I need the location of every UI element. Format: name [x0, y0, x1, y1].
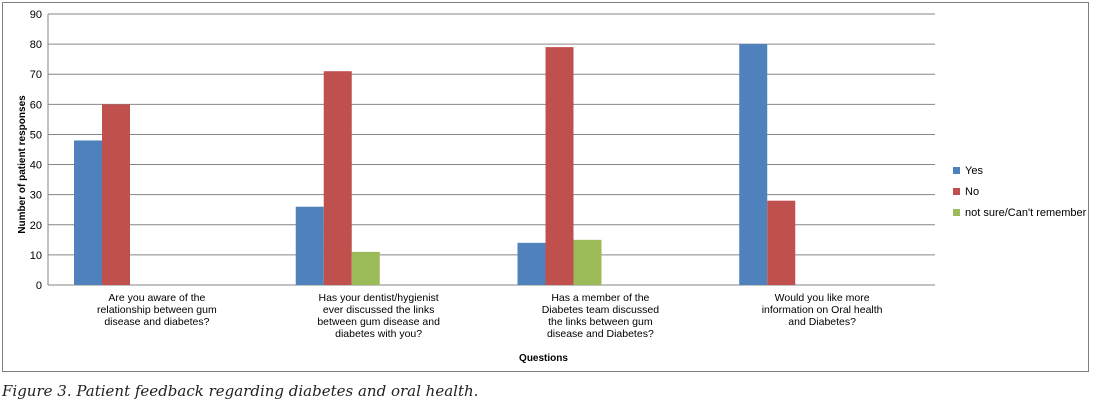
x-category-label: disease and diabetes? — [104, 316, 209, 328]
y-tick-label: 10 — [30, 250, 42, 262]
x-category-label: the links between gum — [548, 316, 653, 328]
legend-swatch-not-sure — [953, 209, 960, 216]
x-category-label: and Diabetes? — [788, 316, 856, 328]
x-category-label: relationship between gum — [97, 304, 217, 316]
legend-swatch-yes — [953, 167, 960, 174]
x-category-label: Would you like more — [775, 292, 870, 304]
bar-no — [102, 104, 130, 285]
y-tick-label: 80 — [30, 39, 42, 51]
legend-label-no: No — [965, 185, 980, 198]
x-category-label: disease and Diabetes? — [547, 328, 654, 340]
x-category-label: diabetes with you? — [335, 328, 422, 340]
y-tick-label: 0 — [36, 280, 42, 292]
bar-yes — [517, 242, 546, 285]
y-tick-label: 90 — [30, 9, 42, 21]
y-tick-label: 30 — [30, 190, 42, 202]
x-category-label: Has your dentist/hygienist — [319, 292, 439, 304]
bar-yes — [74, 140, 102, 285]
x-category-label: ever discussed the links — [323, 304, 434, 316]
bar-yes — [739, 44, 768, 285]
bar-no — [767, 200, 796, 285]
x-category-label: Has a member of the — [551, 292, 649, 304]
legend-item-not-sure: not sure/Can't remember — [953, 202, 1086, 223]
y-axis-title: Number of patient responses — [17, 95, 28, 234]
chart-legend: Yes No not sure/Can't remember — [953, 160, 1086, 223]
legend-item-no: No — [953, 181, 1086, 202]
y-tick-label: 60 — [30, 99, 42, 111]
x-category-label: between gum disease and — [317, 316, 440, 328]
legend-swatch-no — [953, 188, 960, 195]
bar-not-sure-can-t-remember — [351, 251, 380, 285]
x-axis-title: Questions — [519, 353, 568, 364]
legend-label-yes: Yes — [965, 164, 983, 177]
bar-chart: 0 10 20 30 40 50 60 70 80 90 Are you aware of ther… — [17, 9, 935, 364]
x-category-label: information on Oral health — [762, 304, 883, 316]
legend-item-yes: Yes — [953, 160, 1086, 181]
y-tick-label: 40 — [30, 160, 42, 172]
bar-yes — [295, 206, 324, 285]
figure-caption: Figure 3. Patient feedback regarding dia… — [2, 382, 479, 400]
y-tick-label: 70 — [30, 69, 42, 81]
y-tick-label: 50 — [30, 129, 42, 141]
legend-label-not-sure: not sure/Can't remember — [965, 206, 1087, 219]
bar-no — [545, 47, 574, 285]
x-category-label: Are you aware of the — [108, 292, 205, 304]
x-category-label: Diabetes team discussed — [542, 304, 659, 316]
bar-not-sure-can-t-remember — [573, 239, 602, 285]
bar-no — [323, 71, 352, 285]
y-tick-label: 20 — [30, 220, 42, 232]
